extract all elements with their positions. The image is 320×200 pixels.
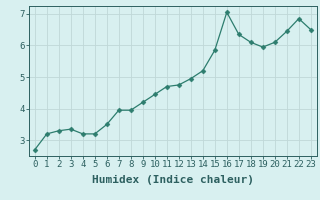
X-axis label: Humidex (Indice chaleur): Humidex (Indice chaleur) <box>92 175 254 185</box>
